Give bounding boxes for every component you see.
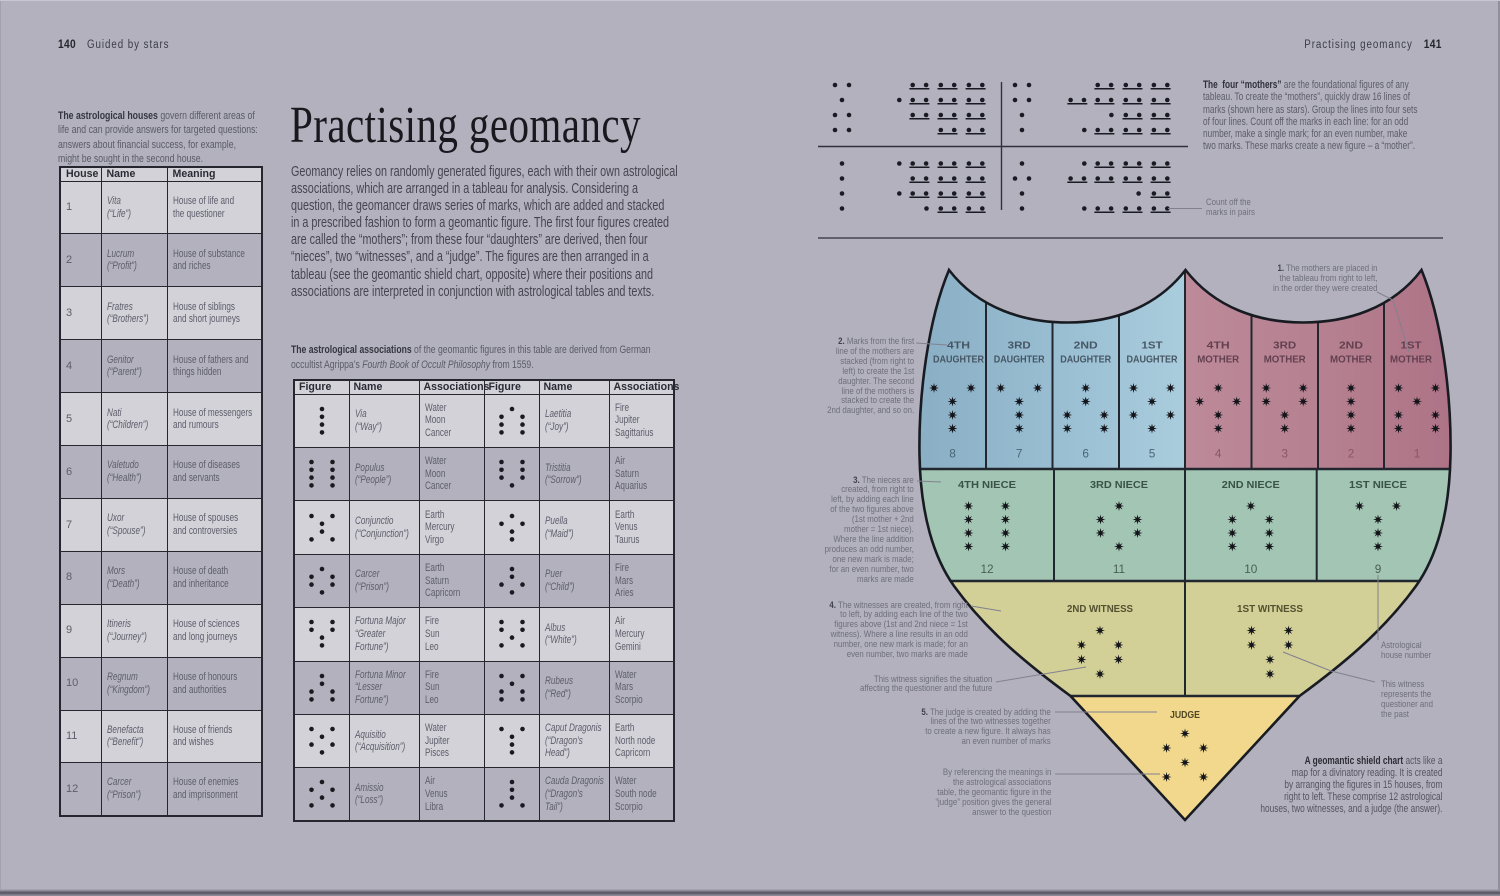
svg-text:1ST: 1ST <box>1401 341 1423 352</box>
svg-text:MOTHER: MOTHER <box>1390 355 1433 366</box>
svg-text:1ST NIECE: 1ST NIECE <box>1349 480 1407 491</box>
svg-text:11: 11 <box>1113 562 1125 576</box>
svg-text:DAUGHTER: DAUGHTER <box>1060 355 1112 366</box>
svg-text:DAUGHTER: DAUGHTER <box>933 355 985 366</box>
svg-text:9: 9 <box>1375 562 1382 576</box>
svg-text:3: 3 <box>1281 447 1288 461</box>
svg-text:2ND NIECE: 2ND NIECE <box>1222 480 1280 491</box>
svg-text:1ST WITNESS: 1ST WITNESS <box>1237 604 1303 615</box>
svg-text:3RD: 3RD <box>1273 341 1296 352</box>
svg-text:3RD: 3RD <box>1008 341 1031 352</box>
svg-text:5: 5 <box>1149 447 1156 461</box>
svg-text:12: 12 <box>980 562 993 576</box>
svg-text:JUDGE: JUDGE <box>1170 710 1200 721</box>
svg-text:2ND: 2ND <box>1074 341 1098 352</box>
svg-text:2ND WITNESS: 2ND WITNESS <box>1067 604 1133 615</box>
svg-text:MOTHER: MOTHER <box>1264 355 1307 366</box>
svg-text:4TH: 4TH <box>947 341 970 352</box>
svg-text:1: 1 <box>1414 447 1421 461</box>
svg-text:MOTHER: MOTHER <box>1330 355 1373 366</box>
svg-text:4TH: 4TH <box>1207 341 1230 352</box>
svg-text:7: 7 <box>1016 447 1023 461</box>
svg-text:3RD NIECE: 3RD NIECE <box>1090 480 1148 491</box>
svg-text:2: 2 <box>1348 447 1355 461</box>
svg-text:10: 10 <box>1244 562 1258 576</box>
svg-text:DAUGHTER: DAUGHTER <box>1127 355 1179 366</box>
svg-text:4: 4 <box>1215 447 1222 461</box>
svg-text:MOTHER: MOTHER <box>1197 355 1240 366</box>
svg-text:2ND: 2ND <box>1339 341 1363 352</box>
svg-text:DAUGHTER: DAUGHTER <box>994 355 1046 366</box>
svg-text:8: 8 <box>949 447 956 461</box>
svg-text:4TH NIECE: 4TH NIECE <box>958 480 1016 491</box>
svg-text:6: 6 <box>1082 447 1089 461</box>
svg-text:1ST: 1ST <box>1142 341 1164 352</box>
